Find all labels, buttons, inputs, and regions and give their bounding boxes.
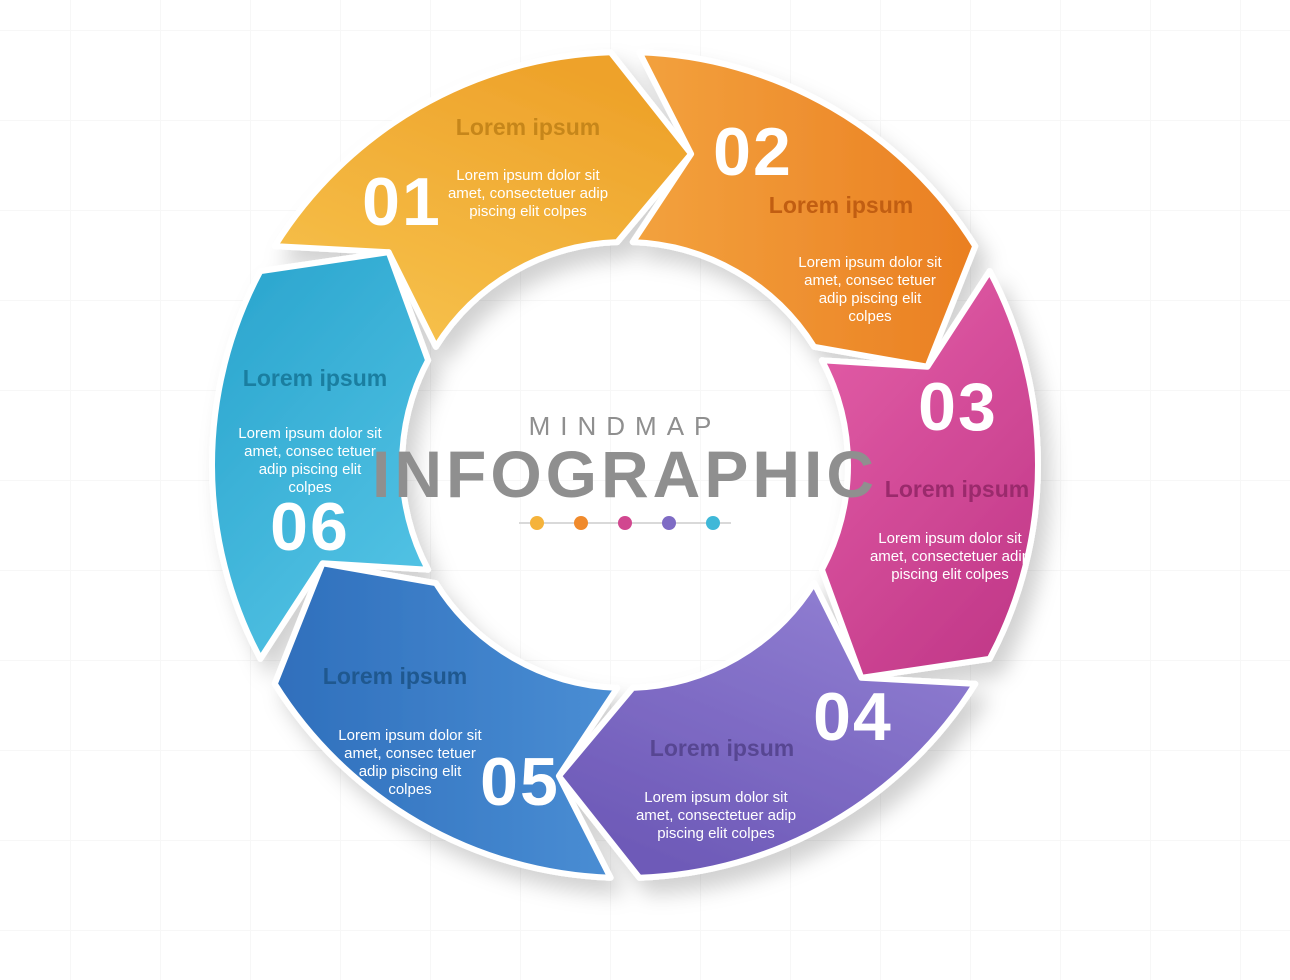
center-dot-4 [662,516,676,530]
segment-number-06: 06 [270,489,350,565]
segment-number-03: 03 [918,369,998,445]
center-dot-2 [574,516,588,530]
center-dot-5 [706,516,720,530]
segment-05 [275,563,617,877]
segment-body-01: Lorem ipsum dolor sitamet, consectetuer … [448,167,608,220]
segment-number-01: 01 [362,164,442,240]
segment-title-04: Lorem ipsum [650,735,794,761]
segment-title-03: Lorem ipsum [885,476,1029,502]
segment-number-04: 04 [813,679,893,755]
center-dot-3 [618,516,632,530]
segment-title-02: Lorem ipsum [769,192,913,218]
segment-body-03: Lorem ipsum dolor sitamet, consectetuer … [870,530,1030,583]
segment-title-01: Lorem ipsum [456,114,600,140]
segment-number-05: 05 [480,744,560,820]
segment-number-02: 02 [713,114,793,190]
segment-body-04: Lorem ipsum dolor sitamet, consectetuer … [636,789,796,842]
center-dot-1 [530,516,544,530]
segment-title-06: Lorem ipsum [243,365,387,391]
infographic-svg: 01 Lorem ipsum Lorem ipsum dolor sitamet, … [0,0,1290,980]
segment-title-05: Lorem ipsum [323,663,467,689]
center-title: INFOGRAPHIC [372,437,878,511]
